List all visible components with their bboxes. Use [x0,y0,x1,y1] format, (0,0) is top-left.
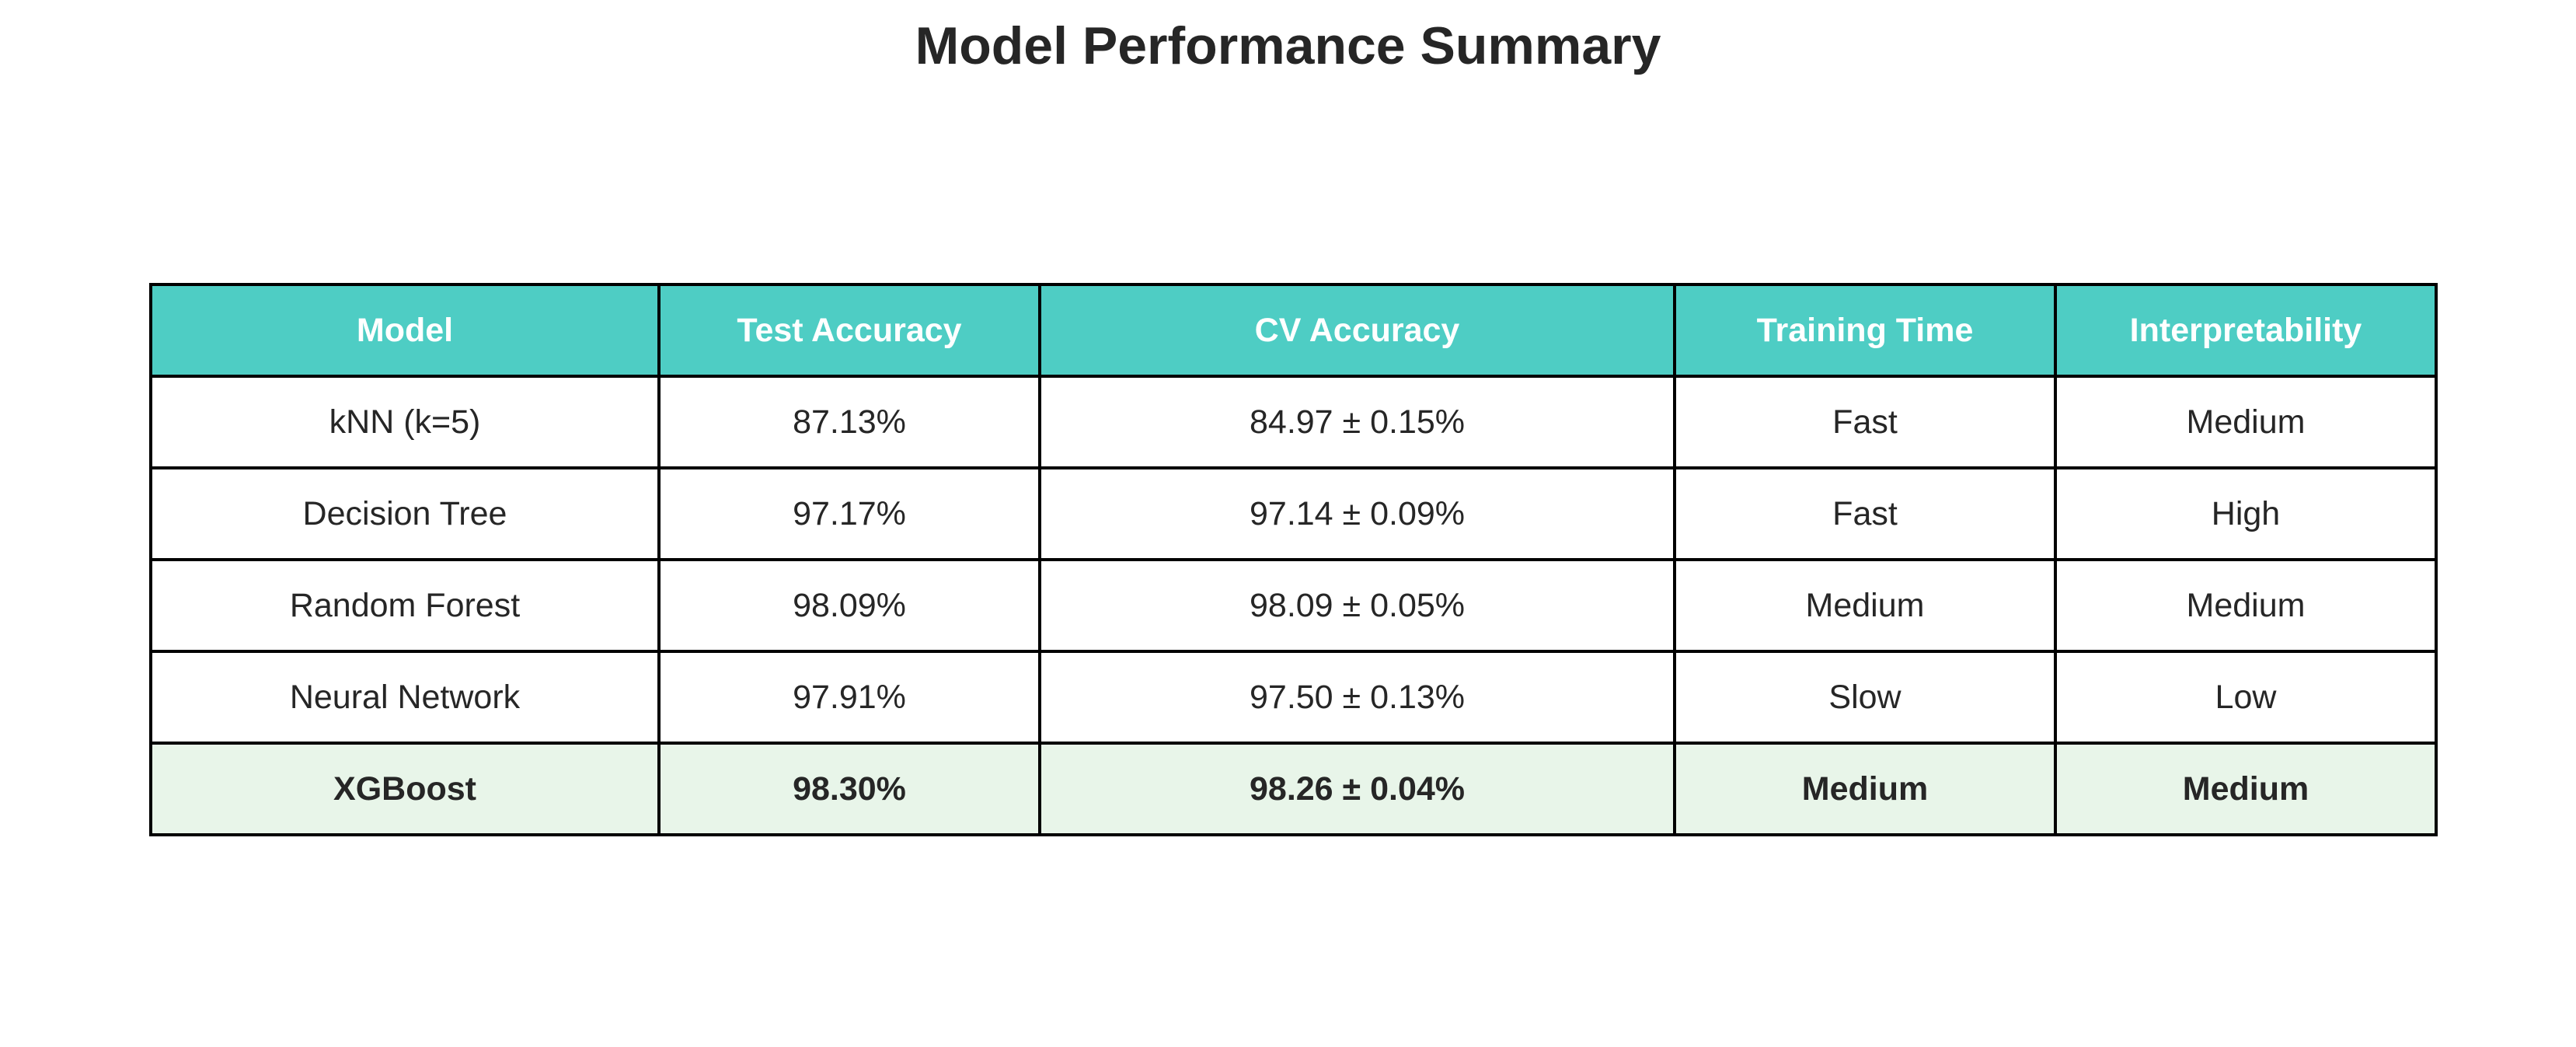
cell-test-accuracy: 97.91% [657,650,1041,745]
cell-training-time: Medium [1673,742,2057,836]
column-header-test-accuracy: Test Accuracy [657,283,1041,378]
cell-interpretability: High [2054,466,2438,561]
table-row: kNN (k=5) 87.13% 84.97 ± 0.15% Fast Medi… [149,375,2438,469]
table-row: Decision Tree 97.17% 97.14 ± 0.09% Fast … [149,466,2438,561]
model-performance-table: Model Test Accuracy CV Accuracy Training… [149,283,2438,836]
cell-interpretability: Medium [2054,742,2438,836]
cell-interpretability: Low [2054,650,2438,745]
cell-interpretability: Medium [2054,558,2438,653]
cell-test-accuracy: 98.09% [657,558,1041,653]
cell-test-accuracy: 97.17% [657,466,1041,561]
cell-training-time: Medium [1673,558,2057,653]
cell-cv-accuracy: 98.09 ± 0.05% [1038,558,1676,653]
cell-model: XGBoost [149,742,661,836]
table-row: Neural Network 97.91% 97.50 ± 0.13% Slow… [149,650,2438,745]
cell-training-time: Fast [1673,375,2057,469]
column-header-training-time: Training Time [1673,283,2057,378]
column-header-model: Model [149,283,661,378]
table-row: Random Forest 98.09% 98.09 ± 0.05% Mediu… [149,558,2438,653]
cell-training-time: Slow [1673,650,2057,745]
cell-cv-accuracy: 97.50 ± 0.13% [1038,650,1676,745]
column-header-interpretability: Interpretability [2054,283,2438,378]
cell-model: Decision Tree [149,466,661,561]
cell-cv-accuracy: 97.14 ± 0.09% [1038,466,1676,561]
cell-cv-accuracy: 98.26 ± 0.04% [1038,742,1676,836]
chart-title: Model Performance Summary [915,16,1661,75]
cell-cv-accuracy: 84.97 ± 0.15% [1038,375,1676,469]
table-header-row: Model Test Accuracy CV Accuracy Training… [149,283,2438,378]
cell-model: Random Forest [149,558,661,653]
cell-training-time: Fast [1673,466,2057,561]
cell-test-accuracy: 87.13% [657,375,1041,469]
cell-interpretability: Medium [2054,375,2438,469]
column-header-cv-accuracy: CV Accuracy [1038,283,1676,378]
cell-model: Neural Network [149,650,661,745]
cell-model: kNN (k=5) [149,375,661,469]
cell-test-accuracy: 98.30% [657,742,1041,836]
table-row-highlighted: XGBoost 98.30% 98.26 ± 0.04% Medium Medi… [149,742,2438,836]
